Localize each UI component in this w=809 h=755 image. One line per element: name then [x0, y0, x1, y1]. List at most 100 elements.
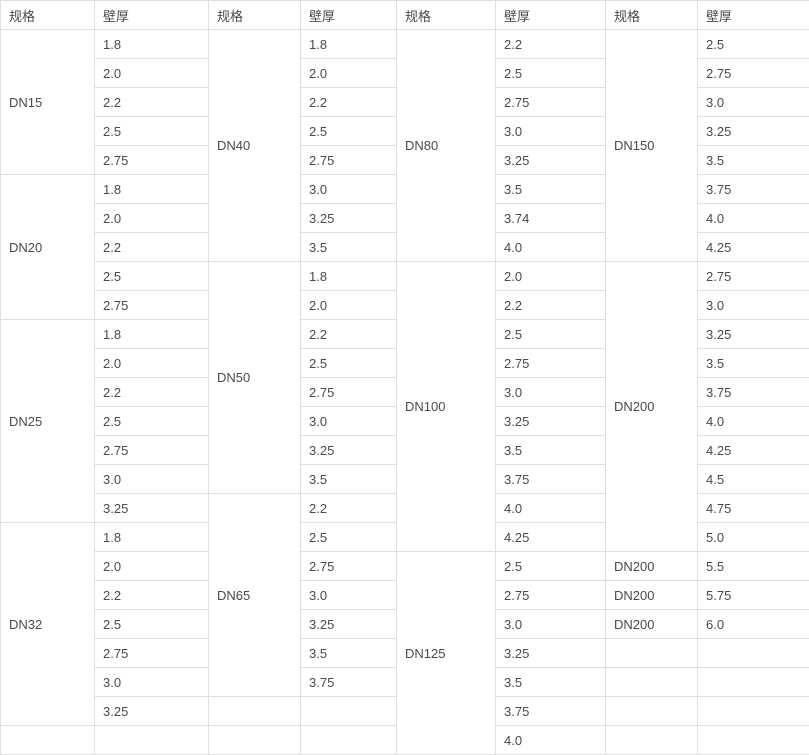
thickness-cell: 3.25 [300, 609, 397, 639]
thickness-cell: 2.0 [495, 261, 606, 291]
thickness-cell: 3.0 [300, 174, 397, 204]
spec-cell: DN15 [0, 29, 95, 175]
thickness-cell: 4.5 [697, 464, 809, 494]
thickness-cell: 4.75 [697, 493, 809, 523]
thickness-cell: 5.75 [697, 580, 809, 610]
thickness-cell: 3.75 [495, 464, 606, 494]
thickness-cell: 3.0 [697, 87, 809, 117]
thickness-cell: 4.0 [697, 406, 809, 436]
spec-cell [0, 725, 95, 755]
thickness-cell: 2.2 [94, 87, 209, 117]
thickness-cell: 4.0 [495, 725, 606, 755]
spec-cell: DN25 [0, 319, 95, 523]
thickness-cell: 2.2 [94, 580, 209, 610]
spec-cell [605, 696, 698, 726]
thickness-cell: 2.5 [94, 261, 209, 291]
thickness-cell: 3.5 [300, 464, 397, 494]
thickness-cell: 2.75 [94, 638, 209, 668]
thickness-cell: 3.25 [697, 116, 809, 146]
thickness-cell: 3.0 [697, 290, 809, 320]
spec-cell [605, 638, 698, 668]
spec-cell: DN125 [396, 551, 496, 755]
thickness-cell: 2.75 [697, 58, 809, 88]
table-row: 2.2 2.2 2.75 3.0 [1, 87, 809, 117]
thickness-cell: 2.75 [94, 145, 209, 175]
spec-cell [208, 696, 301, 726]
thickness-cell: 3.0 [495, 609, 606, 639]
thickness-cell: 2.5 [495, 551, 606, 581]
spec-cell: DN50 [208, 261, 301, 494]
thickness-cell: 2.0 [94, 348, 209, 378]
thickness-cell: 3.25 [300, 435, 397, 465]
spec-cell: DN65 [208, 493, 301, 697]
thickness-cell: 2.2 [300, 319, 397, 349]
table-row: 2.0 2.75 DN125 2.5 DN200 5.5 [1, 551, 809, 755]
thickness-cell: 2.2 [94, 377, 209, 407]
thickness-cell: 3.5 [300, 232, 397, 262]
thickness-cell: 3.0 [94, 667, 209, 697]
thickness-cell: 3.25 [300, 203, 397, 233]
spec-cell: DN200 [605, 261, 698, 552]
thickness-cell: 2.2 [94, 232, 209, 262]
thickness-cell: 4.0 [495, 232, 606, 262]
spec-cell [208, 725, 301, 755]
thickness-cell: 3.25 [495, 145, 606, 175]
table-row: DN32 1.8 2.5 4.25 5.0 [0, 522, 809, 726]
thickness-cell: 2.5 [697, 29, 809, 59]
thickness-cell: 3.5 [495, 667, 606, 697]
thickness-cell: 2.0 [94, 551, 209, 581]
thickness-cell: 3.25 [94, 493, 209, 523]
thickness-cell: 2.75 [94, 435, 209, 465]
thickness-cell: 2.5 [94, 406, 209, 436]
spec-cell: DN200 [605, 580, 698, 610]
thickness-cell: 4.25 [495, 522, 606, 552]
thickness-cell: 3.0 [495, 377, 606, 407]
table-row: 2.2 3.5 4.0 4.25 [1, 232, 809, 262]
thickness-cell [697, 638, 809, 668]
thickness-cell: 4.25 [697, 435, 809, 465]
thickness-cell: 2.5 [495, 58, 606, 88]
thickness-cell: 4.0 [495, 493, 606, 523]
thickness-cell: 2.0 [94, 58, 209, 88]
thickness-cell: 2.5 [300, 348, 397, 378]
table-row: 3.25 3.75 [1, 696, 809, 726]
thickness-cell: 2.75 [495, 580, 606, 610]
thickness-cell: 2.75 [300, 377, 397, 407]
thickness-cell: 3.0 [300, 580, 397, 610]
header-cell-thickness: 壁厚 [697, 0, 809, 30]
thickness-cell [697, 696, 809, 726]
spec-cell: DN20 [0, 174, 95, 320]
thickness-cell: 2.5 [94, 116, 209, 146]
thickness-cell: 3.5 [697, 348, 809, 378]
thickness-cell: 2.0 [94, 203, 209, 233]
thickness-cell: 1.8 [94, 29, 209, 59]
table-row: 4.0 [0, 725, 809, 755]
spec-cell: DN80 [396, 29, 496, 262]
thickness-cell: 1.8 [300, 261, 397, 291]
table-row: 2.75 2.75 3.25 3.5 [1, 145, 809, 175]
table-row: 2.0 2.0 2.5 2.75 [1, 58, 809, 88]
header-cell-spec: 规格 [605, 0, 698, 30]
thickness-cell [697, 667, 809, 697]
thickness-cell: 3.0 [300, 406, 397, 436]
thickness-cell: 2.0 [300, 290, 397, 320]
thickness-cell: 5.5 [697, 551, 809, 581]
table-row: 2.0 3.25 3.74 4.0 [1, 203, 809, 233]
header-cell-thickness: 壁厚 [300, 0, 397, 30]
thickness-cell: 2.75 [94, 290, 209, 320]
thickness-cell: 3.5 [495, 435, 606, 465]
thickness-cell: 3.5 [697, 145, 809, 175]
thickness-cell [300, 725, 397, 755]
header-cell-spec: 规格 [208, 0, 301, 30]
table-row: 2.5 DN50 1.8 DN100 2.0 DN200 2.75 [1, 261, 809, 552]
thickness-cell: 3.0 [94, 464, 209, 494]
thickness-cell: 2.75 [300, 145, 397, 175]
thickness-cell: 1.8 [300, 29, 397, 59]
table-row: 2.5 2.5 3.0 3.25 [1, 116, 809, 146]
table-row: DN20 1.8 3.0 3.5 3.75 [0, 174, 809, 320]
thickness-cell: 2.75 [300, 551, 397, 581]
spec-cell [605, 725, 698, 755]
spec-cell: DN200 [605, 551, 698, 581]
thickness-cell: 2.2 [300, 493, 397, 523]
